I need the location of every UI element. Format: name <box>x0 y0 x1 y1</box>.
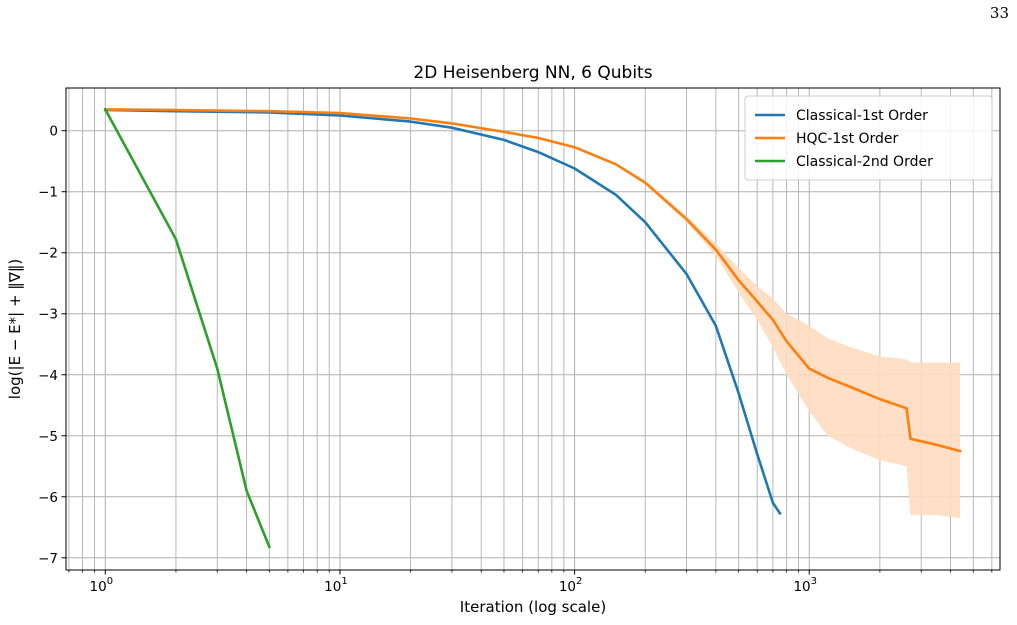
page-number: 33 <box>989 4 1009 22</box>
y-tick-label: 0 <box>49 124 58 140</box>
y-tick-label: −3 <box>38 307 58 323</box>
x-tick-label: 101 <box>324 576 348 595</box>
legend-entry: Classical-2nd Order <box>796 154 933 170</box>
y-tick-label: −7 <box>38 551 58 567</box>
y-tick-label: −5 <box>38 429 58 445</box>
y-axis-label: log(|E − E*| + ‖∇‖) <box>6 259 24 399</box>
axis-ticks: 100 101 102 103 0 −1 −2 −3 −4 −5 −6 −7 <box>38 124 993 595</box>
x-tick-label: 102 <box>559 576 583 595</box>
x-tick-label: 100 <box>90 576 114 595</box>
series-lines <box>103 107 962 549</box>
series-line <box>103 107 271 549</box>
legend-entry: HQC-1st Order <box>796 131 899 147</box>
chart-title: 2D Heisenberg NN, 6 Qubits <box>413 63 652 83</box>
legend: Classical-1st Order HQC-1st Order Classica… <box>744 95 993 181</box>
y-tick-label: −4 <box>38 368 58 384</box>
legend-box <box>744 95 993 181</box>
y-tick-label: −2 <box>38 246 58 262</box>
y-tick-label: −6 <box>38 490 58 506</box>
series-line <box>103 108 782 516</box>
plot-frame <box>65 87 1001 571</box>
series-line <box>103 108 962 453</box>
y-tick-label: −1 <box>38 185 58 201</box>
x-axis-label: Iteration (log scale) <box>460 598 606 616</box>
x-tick-label: 103 <box>793 576 817 595</box>
legend-entry: Classical-1st Order <box>796 108 928 124</box>
